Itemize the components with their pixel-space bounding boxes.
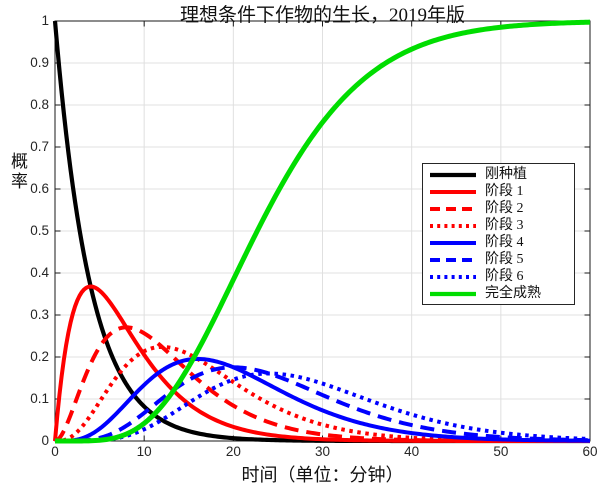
legend-line-sample [430,189,476,194]
legend-line-sample [430,223,476,228]
legend-line-sample [430,206,476,211]
x-tick-label: 30 [314,444,331,459]
legend-item-label: 阶段 3 [485,217,524,233]
series-curve-4 [55,356,591,443]
legend: 刚种植 阶段 1 阶段 2 阶段 3 阶段 4 阶段 5 阶段 6 完全成熟 [422,163,575,305]
series-curve-7 [54,19,591,444]
legend-item: 阶段 4 [423,234,574,251]
legend-item: 完全成熟 [423,285,574,302]
x-tick-label: 20 [225,444,241,459]
legend-item: 阶段 5 [423,251,574,268]
series-curve-6 [55,371,591,443]
legend-item: 刚种植 [423,166,574,183]
legend-item-label: 阶段 4 [485,234,524,250]
y-tick-label: 1 [41,13,49,28]
legend-item-label: 阶段 6 [485,268,524,284]
y-tick-label: 0.5 [30,223,49,238]
y-tick-label: 0.7 [30,139,49,154]
y-tick-label: 0.8 [30,97,49,112]
legend-item: 阶段 2 [423,200,574,217]
legend-line-sample [430,274,476,279]
y-tick-label: 0.3 [30,307,49,322]
y-axis-label: 概率 [8,152,27,192]
y-tick-label: 0.2 [30,349,49,364]
chart-title: 理想条件下作物的生长，2019年版 [179,5,465,26]
y-tick-label: 0 [41,433,49,448]
x-axis-label: 时间（单位：分钟） [241,465,404,485]
legend-line-sample [430,257,476,262]
series-curve-3 [54,344,591,443]
x-tick-label: 40 [404,444,420,459]
legend-item: 阶段 6 [423,268,574,285]
x-tick-label: 60 [582,444,598,459]
legend-line-sample [430,291,476,296]
legend-item: 阶段 1 [423,183,574,200]
y-tick-label: 0.1 [30,391,49,406]
x-tick-label: 50 [493,444,509,459]
legend-item-label: 阶段 5 [485,251,524,267]
x-tick-label: 10 [136,444,152,459]
series-curve-5 [55,365,591,443]
y-tick-label: 0.4 [30,265,49,280]
y-tick-label: 0.9 [30,55,49,70]
legend-line-sample [430,240,476,245]
legend-item-label: 阶段 2 [485,200,524,216]
legend-item: 阶段 3 [423,217,574,234]
legend-line-sample [430,172,476,177]
series-curve-2 [54,325,591,443]
legend-item-label: 完全成熟 [485,285,541,301]
legend-item-label: 阶段 1 [485,183,524,199]
x-tick-label: 0 [51,444,59,459]
legend-item-label: 刚种植 [485,166,527,182]
y-tick-label: 0.6 [30,181,49,196]
